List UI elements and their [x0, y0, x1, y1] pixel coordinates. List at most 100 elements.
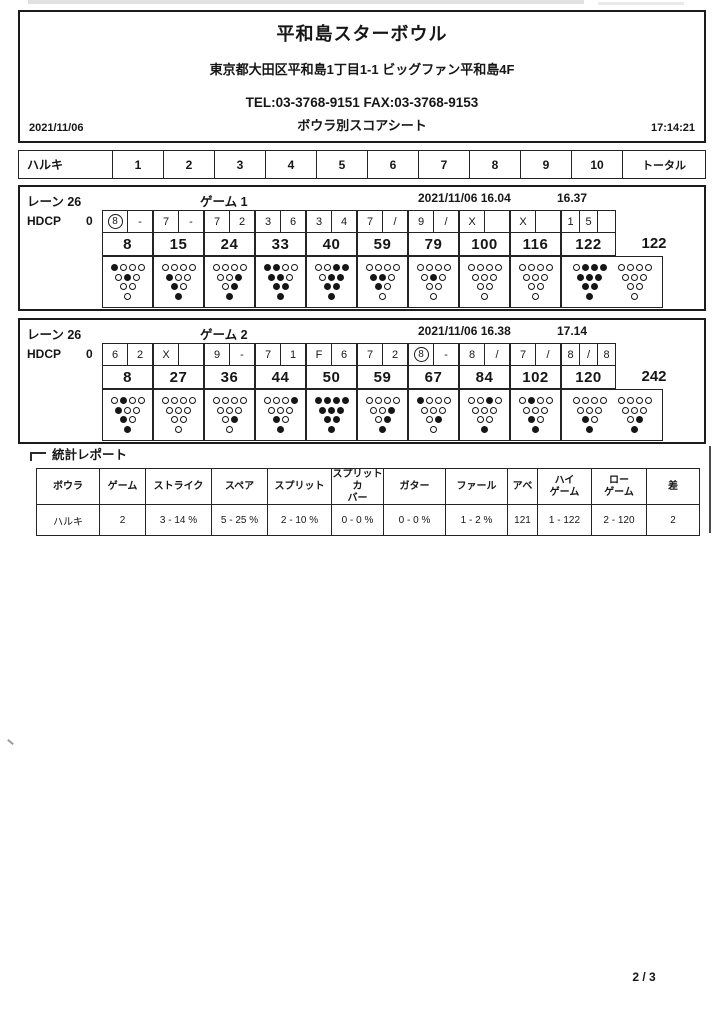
pin-down	[485, 264, 493, 272]
pin-standing	[379, 425, 386, 433]
pin-down	[281, 416, 289, 424]
pin-down	[239, 397, 247, 405]
pin-down	[626, 283, 634, 291]
pin-down	[631, 273, 638, 281]
pin-standing	[434, 416, 442, 424]
pin-row	[226, 292, 233, 300]
pin-standing	[115, 406, 122, 414]
pin-standing	[341, 264, 349, 272]
pin-row	[476, 416, 493, 424]
stats-value-cell: 1 - 2 %	[445, 505, 507, 535]
pin-box-frame-8	[459, 256, 510, 308]
pin-down	[365, 397, 373, 405]
stats-value-cell: 2 - 120	[591, 505, 646, 535]
stats-value-cell: 2	[646, 505, 699, 535]
hdcp-value: 0	[86, 214, 93, 228]
frame-3: 9-36	[204, 343, 255, 389]
pin-row	[374, 416, 391, 424]
cumulative-score: 102	[522, 368, 549, 386]
frame-header-row: ハルキ 1 2 3 4 5 6 7 8 9 10 トータル	[18, 150, 706, 179]
pin-down	[161, 264, 169, 272]
ball-score: 6	[103, 344, 128, 365]
pin-row	[314, 264, 349, 272]
pin-down	[536, 397, 544, 405]
pin-down	[476, 283, 484, 291]
pin-box-frame-3	[204, 389, 255, 441]
pin-row	[110, 397, 145, 405]
pin-row	[518, 397, 553, 405]
game-panel-2: レーン 26 ゲーム 2 2021/11/06 16.38 17.14 HDCP 0 6 2 8…	[18, 318, 706, 444]
hdcp-value: 0	[86, 347, 93, 361]
pin-diagram	[572, 264, 607, 300]
pin-down	[476, 397, 484, 405]
pin-standing	[532, 425, 539, 433]
game-datetime: 2021/11/06 16.38	[418, 324, 511, 338]
pin-standing	[323, 283, 331, 291]
split-circle: 8	[413, 347, 429, 362]
ball-row: X	[511, 211, 560, 233]
frame-3: 7 2 24	[204, 210, 255, 256]
pin-row	[622, 406, 647, 414]
pin-down	[226, 273, 233, 281]
pin-down	[212, 397, 220, 405]
pin-diagram	[518, 397, 553, 433]
pin-row	[119, 283, 136, 291]
pin-grid	[102, 389, 663, 441]
pin-standing	[595, 273, 602, 281]
pin-standing	[323, 416, 331, 424]
pin-standing	[332, 264, 340, 272]
stats-header-cell: スプリットカ バー	[331, 468, 383, 505]
stats-header-cell: ストライク	[145, 469, 211, 505]
pin-row	[527, 416, 544, 424]
pin-down	[226, 406, 233, 414]
pin-down	[631, 406, 638, 414]
pin-diagram	[314, 264, 349, 300]
pin-diagram	[212, 264, 247, 300]
pin-row	[523, 273, 548, 281]
pin-box-frame-2	[153, 256, 204, 308]
ball-row: 8-	[103, 211, 152, 233]
stats-value-cell: 5 - 25 %	[211, 505, 267, 535]
pin-standing	[332, 397, 340, 405]
pin-diagram	[365, 264, 400, 300]
pin-down	[590, 416, 598, 424]
pin-down	[323, 264, 331, 272]
pin-down	[137, 397, 145, 405]
ball-score: 7	[205, 211, 230, 232]
pin-standing	[635, 416, 643, 424]
pin-down	[170, 264, 178, 272]
pin-down	[166, 406, 173, 414]
stats-value-cell: 3 - 14 %	[145, 505, 211, 535]
pin-down	[472, 273, 479, 281]
stats-header-cell: ファール	[445, 469, 507, 505]
stats-value-cell: 2 - 10 %	[267, 505, 331, 535]
pin-box-frame-5	[306, 256, 357, 308]
pin-row	[166, 273, 191, 281]
cumulative-score: 24	[220, 235, 239, 253]
stats-groupbox-right-line	[709, 446, 711, 533]
pin-diagram	[263, 397, 298, 433]
pin-standing	[586, 425, 593, 433]
pin-down	[644, 397, 652, 405]
pin-standing	[230, 283, 238, 291]
pin-box-frame-1	[102, 256, 153, 308]
ball-score: 8	[603, 348, 610, 361]
pin-down	[128, 416, 136, 424]
stats-header-cell: ガター	[383, 469, 445, 505]
frame-2: 7-15	[153, 210, 204, 256]
pin-diagram	[617, 397, 652, 433]
pin-standing	[527, 397, 535, 405]
scan-artifact	[7, 738, 14, 746]
pin-diagram	[416, 264, 451, 300]
pin-down	[439, 406, 446, 414]
pin-standing	[332, 416, 340, 424]
pin-row	[277, 425, 284, 433]
pin-down	[281, 264, 289, 272]
pin-down	[581, 397, 589, 405]
pin-down	[128, 264, 136, 272]
pin-row	[226, 425, 233, 433]
frame-4: 7 1 44	[255, 343, 306, 389]
ball-score: 7	[154, 211, 179, 232]
